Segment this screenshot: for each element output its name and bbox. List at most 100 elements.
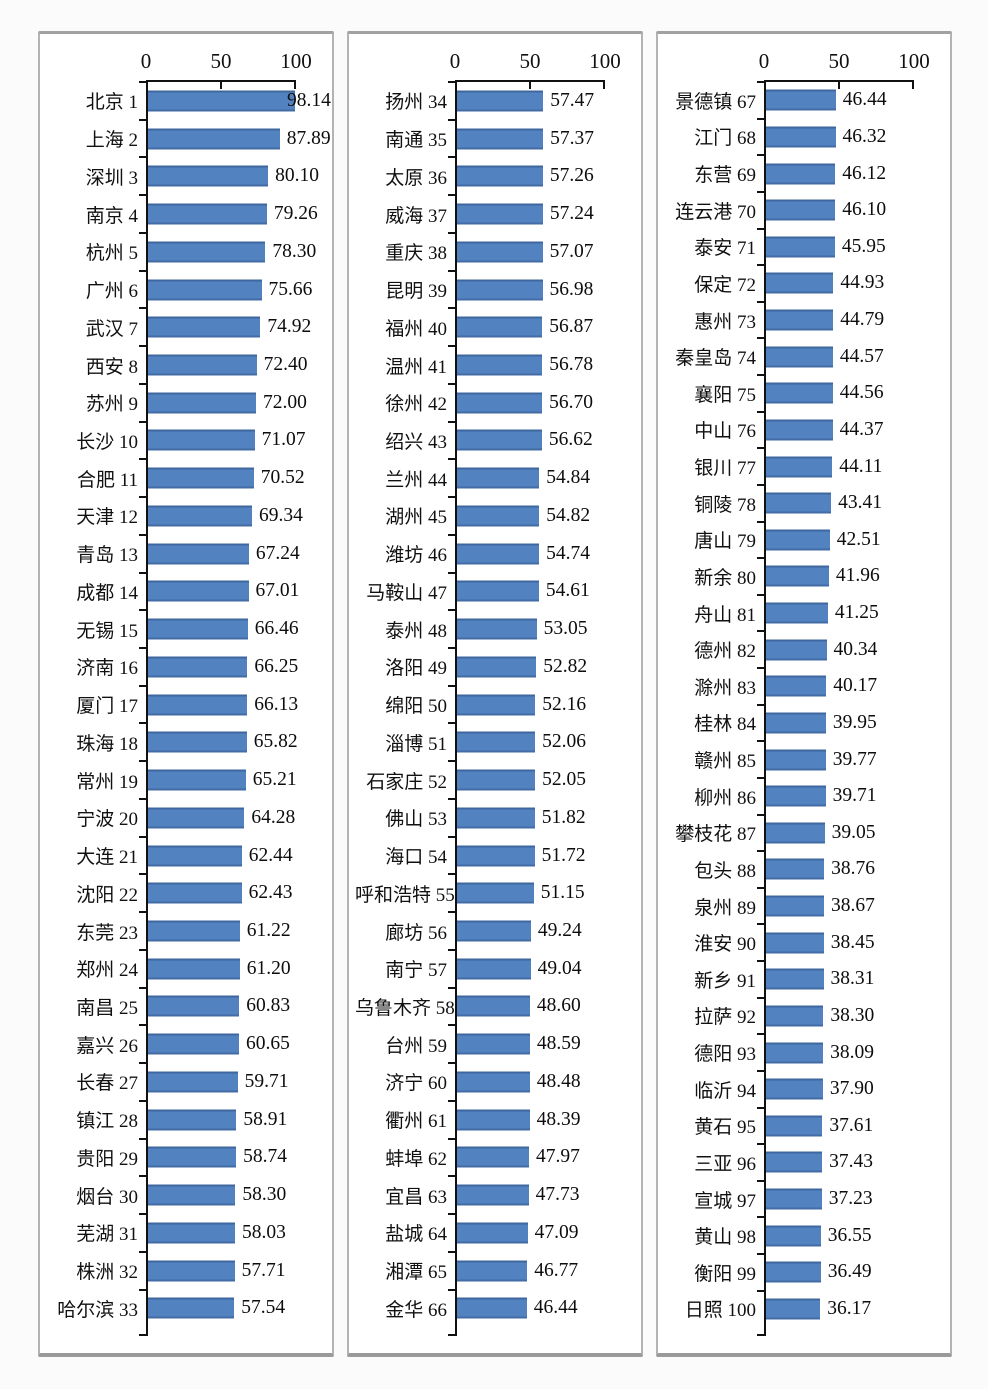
bar-track: 39.77 [766, 741, 946, 778]
bar-row: 金华 66 46.44 [355, 1288, 637, 1328]
score-bar [457, 203, 543, 225]
score-bar [148, 1071, 238, 1093]
ranking-chart-panel-2: 0 50 100 扬州 34 57.47 南通 35 57.37 太原 36 [347, 31, 643, 1357]
y-axis-line [146, 82, 148, 1336]
score-bar [148, 1297, 235, 1319]
bar-row: 杭州 5 78.30 [46, 231, 328, 271]
value-label: 57.07 [549, 240, 594, 262]
bar-track: 75.66 [148, 271, 328, 309]
score-bar [148, 279, 262, 301]
value-label: 65.21 [252, 769, 297, 791]
category-label: 新余 80 [694, 567, 756, 589]
value-label: 60.83 [246, 995, 291, 1017]
category-label: 拉萨 92 [694, 1007, 756, 1029]
bar-track: 56.70 [457, 384, 637, 422]
category-label: 贵阳 29 [76, 1148, 138, 1170]
category-label: 上海 2 [85, 130, 138, 152]
bar-row: 新乡 91 38.31 [664, 960, 946, 998]
category-label: 珠海 18 [76, 733, 138, 755]
score-bar [457, 392, 543, 414]
bar-track: 61.20 [148, 950, 328, 988]
bar-row: 石家庄 52 52.05 [355, 760, 637, 799]
bar-track: 38.09 [766, 1034, 946, 1071]
score-bar [148, 807, 245, 829]
bar-track: 98.14 [148, 82, 331, 120]
bar-chart-2: 0 50 100 扬州 34 57.47 南通 35 57.37 太原 36 [355, 46, 637, 1336]
bar-track: 56.98 [457, 271, 637, 309]
value-label: 54.74 [546, 542, 590, 564]
value-label: 36.49 [827, 1261, 872, 1283]
value-label: 47.73 [535, 1184, 580, 1206]
bar-track: 72.00 [148, 384, 328, 422]
score-bar [148, 1033, 239, 1055]
bar-row: 拉萨 92 38.30 [664, 996, 946, 1035]
y-axis-line [455, 82, 457, 1336]
bar-row: 秦皇岛 74 44.57 [664, 337, 946, 375]
bar-row: 重庆 38 57.07 [355, 231, 637, 271]
score-bar [766, 858, 825, 880]
score-bar [148, 995, 240, 1017]
category-label: 烟台 30 [76, 1186, 138, 1208]
score-bar [148, 90, 296, 112]
score-bar [457, 90, 544, 112]
value-label: 49.24 [537, 920, 582, 942]
value-label: 58.74 [243, 1146, 287, 1168]
score-bar [148, 165, 269, 187]
category-label: 威海 37 [385, 205, 447, 227]
bar-track: 62.43 [148, 874, 328, 912]
category-label: 黄石 95 [694, 1117, 756, 1139]
value-label: 41.25 [834, 602, 879, 624]
category-label: 南通 35 [385, 130, 447, 152]
x-axis-tick-100 [603, 82, 605, 89]
bar-track: 56.62 [457, 422, 637, 460]
bar-row: 湘潭 65 46.77 [355, 1250, 637, 1290]
bar-track: 37.43 [766, 1144, 946, 1181]
value-label: 58.91 [243, 1108, 288, 1130]
bar-row: 三亚 96 37.43 [664, 1143, 946, 1181]
category-label: 长春 27 [76, 1073, 138, 1095]
bar-row: 盐城 64 47.09 [355, 1213, 637, 1252]
bar-track: 47.73 [457, 1176, 637, 1214]
score-bar [148, 505, 252, 527]
score-bar [148, 467, 254, 489]
bar-row: 合肥 11 70.52 [46, 458, 328, 497]
bar-track: 46.44 [766, 82, 946, 119]
bar-row: 常州 19 65.21 [46, 760, 328, 799]
bar-track: 54.82 [457, 497, 637, 535]
value-label: 58.03 [242, 1221, 286, 1243]
score-bar [148, 543, 249, 565]
bar-track: 70.52 [148, 459, 328, 497]
value-label: 37.61 [829, 1114, 874, 1136]
category-label: 重庆 38 [385, 243, 447, 265]
bar-track: 49.04 [457, 950, 637, 988]
bar-track: 57.47 [457, 82, 637, 120]
score-bar [766, 1261, 821, 1283]
value-label: 53.05 [543, 618, 588, 640]
bar-track: 40.34 [766, 631, 946, 668]
x-axis-line [764, 80, 914, 82]
value-label: 46.10 [842, 199, 887, 221]
category-label: 宁波 20 [76, 809, 138, 831]
score-bar [766, 456, 833, 478]
x-axis: 0 50 100 [759, 46, 946, 89]
value-label: 44.57 [839, 345, 884, 367]
x-axis-tick-label-100: 100 [589, 49, 621, 73]
bar-row: 东营 69 46.12 [664, 154, 946, 192]
bar-row: 徐州 42 56.70 [355, 382, 637, 422]
category-label: 新乡 91 [694, 970, 756, 992]
value-label: 69.34 [259, 504, 303, 526]
bar-row: 江门 68 46.32 [664, 117, 946, 156]
score-bar [457, 845, 535, 867]
score-bar [766, 712, 826, 734]
score-bar [457, 1146, 529, 1168]
value-label: 52.05 [542, 769, 586, 791]
bar-track: 57.71 [148, 1252, 328, 1290]
score-bar [457, 958, 531, 980]
bar-track: 46.10 [766, 192, 946, 229]
bar-track: 45.95 [766, 229, 946, 266]
category-label: 佛山 53 [385, 809, 447, 831]
category-label: 德阳 93 [694, 1044, 756, 1066]
bar-track: 58.74 [148, 1139, 328, 1177]
category-label: 哈尔滨 33 [57, 1299, 138, 1321]
value-label: 75.66 [268, 278, 313, 300]
